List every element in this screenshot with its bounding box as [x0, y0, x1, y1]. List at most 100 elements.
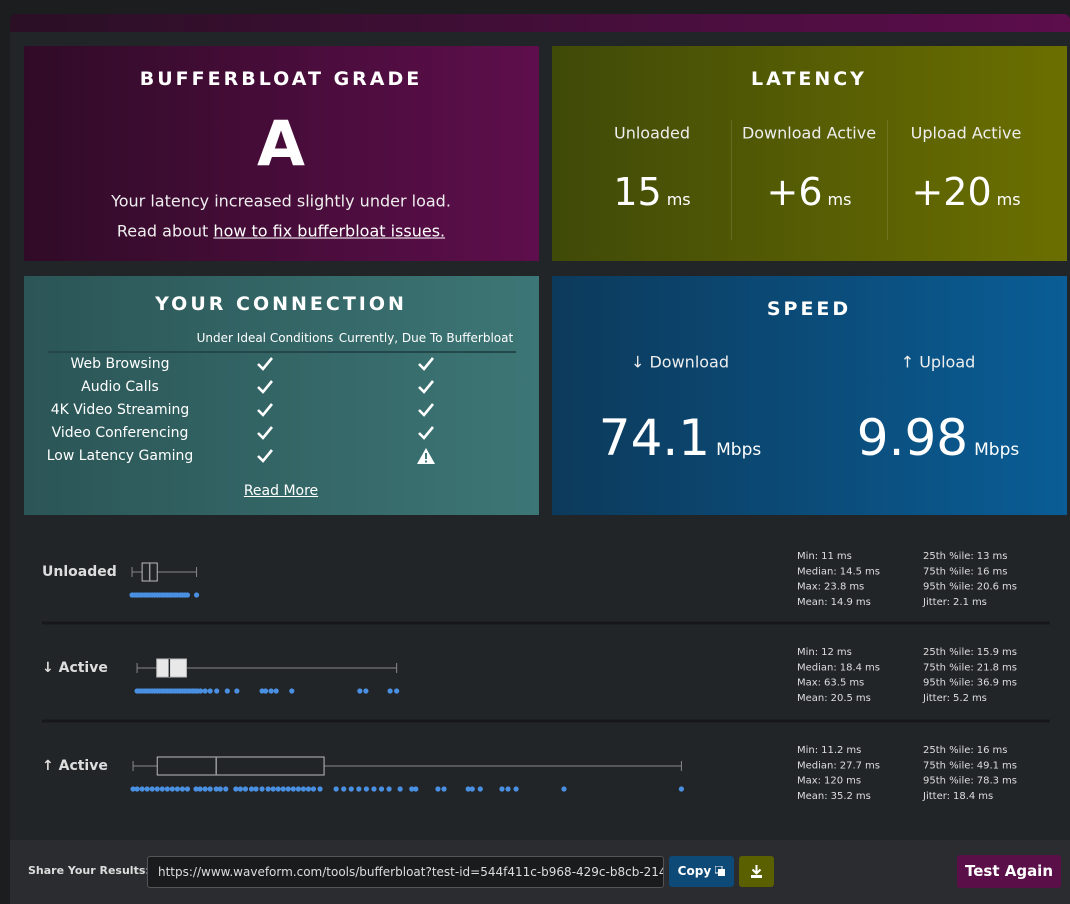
sample-dot [305, 786, 312, 792]
stat-label: Max: [797, 776, 821, 787]
sample-dot [441, 786, 447, 792]
stat: 25th %ile: 13 ms [923, 551, 1007, 562]
row-label: Web Browsing [70, 356, 170, 372]
sample-dot [317, 786, 323, 792]
sample-dot [469, 786, 475, 792]
sample-dot [386, 786, 392, 792]
stat: 75th %ile: 49.1 ms [923, 760, 1017, 771]
plot-label: ↑ Active [42, 758, 108, 774]
sample-dot [184, 592, 191, 598]
speed-value: 9.98 Mbps [857, 409, 1019, 467]
sample-dot [387, 688, 393, 694]
stat-label: 75th %ile: [923, 760, 974, 771]
grade-letter: A [257, 107, 305, 181]
sample-dot [197, 688, 204, 694]
sample-dot [268, 688, 274, 694]
stat: Mean: 20.5 ms [797, 693, 871, 704]
sample-dot [561, 786, 567, 792]
sample-dot [169, 786, 175, 792]
stat-value: 120 [824, 776, 843, 787]
sample-dot [265, 786, 271, 792]
sample-dot [149, 786, 155, 792]
stat-value: 35.2 [831, 791, 853, 802]
grade-read: Read about how to fix bufferbloat issues… [117, 222, 445, 241]
stat-value: 20.5 [831, 693, 853, 704]
read-more-link[interactable]: Read More [243, 483, 319, 499]
fix-link[interactable]: how to fix bufferbloat issues. [213, 221, 446, 241]
sample-dot [214, 688, 220, 694]
warning-icon [417, 448, 435, 464]
download-icon [751, 865, 762, 878]
stat-value: 15.9 [977, 647, 999, 658]
sample-dot [130, 786, 136, 792]
sample-dot [237, 786, 243, 792]
sample-dot [134, 786, 140, 792]
stat-label: 95th %ile: [923, 582, 974, 593]
share-url-input[interactable]: https://www.waveform.com/tools/bufferblo… [147, 856, 664, 888]
stat-label: Mean: [797, 693, 828, 704]
stat: Mean: 35.2 ms [797, 791, 871, 802]
stat: 95th %ile: 36.9 ms [923, 678, 1017, 689]
stat-unit: ms [849, 582, 864, 593]
unit: ms [666, 190, 691, 209]
box [156, 658, 187, 678]
stat-value: 11.2 [821, 745, 843, 756]
stat-unit: ms [865, 662, 880, 673]
sample-dot [397, 786, 403, 792]
stat: Max: 63.5 ms [797, 678, 864, 689]
stat-unit: ms [972, 597, 987, 608]
sample-dot [154, 786, 160, 792]
value: +6 [766, 170, 823, 214]
sample-dot [465, 786, 471, 792]
stat: Max: 23.8 ms [797, 582, 864, 593]
stat: Min: 11 ms [797, 551, 852, 562]
unit: Mbps [974, 440, 1020, 460]
stat: 75th %ile: 21.8 ms [923, 662, 1017, 673]
sample-dot [184, 786, 191, 792]
stat-value: 23.8 [824, 582, 846, 593]
sample-dot [499, 786, 505, 792]
copy-button[interactable]: Copy [669, 856, 734, 887]
unit: ms [996, 190, 1021, 209]
connection-card: YOUR CONNECTION Under Ideal Conditions C… [24, 276, 539, 515]
top-strip [10, 14, 1070, 32]
stat-label: 25th %ile: [923, 745, 974, 756]
check-icon [257, 449, 274, 463]
stat-value: 78.3 [977, 776, 999, 787]
sample-dot [280, 786, 286, 792]
grade-summary: Your latency increased slightly under lo… [111, 191, 451, 211]
stat-unit: ms [1002, 678, 1017, 689]
sample-dot [310, 786, 317, 792]
sample-dot [197, 786, 203, 792]
stat: 75th %ile: 16 ms [923, 566, 1007, 577]
share-bar: Share Your Results: https://www.waveform… [10, 840, 1070, 904]
test-again-button[interactable]: Test Again [957, 855, 1061, 888]
stat-value: 49.1 [977, 760, 999, 771]
grade-card: BUFFERBLOAT GRADE A Your latency increas… [24, 46, 539, 261]
stat-label: 25th %ile: [923, 647, 974, 658]
stat-unit: ms [1002, 582, 1017, 593]
stat-value: 14.9 [831, 597, 853, 608]
check-icon [418, 403, 435, 417]
stat: Min: 11.2 ms [797, 745, 861, 756]
sample-dot [270, 786, 276, 792]
sample-dot [409, 786, 415, 792]
stat-unit: ms [837, 551, 852, 562]
stat: 95th %ile: 20.6 ms [923, 582, 1017, 593]
stat-unit: ms [846, 776, 861, 787]
speed-label: ↓ Download [630, 352, 730, 372]
sample-dot [224, 688, 230, 694]
stat-label: Max: [797, 582, 821, 593]
sample-dot [435, 786, 441, 792]
sample-dot [300, 786, 306, 792]
read-prefix: Read about [116, 221, 209, 241]
download-button[interactable] [739, 856, 774, 887]
stat-label: Min: [797, 551, 818, 562]
sample-dot [144, 786, 150, 792]
sample-dot [174, 786, 180, 792]
stat-label: Mean: [797, 791, 828, 802]
stat: Min: 12 ms [797, 647, 852, 658]
stat-label: 75th %ile: [923, 662, 974, 673]
sample-dot [513, 786, 519, 792]
stat-unit: ms [837, 647, 852, 658]
